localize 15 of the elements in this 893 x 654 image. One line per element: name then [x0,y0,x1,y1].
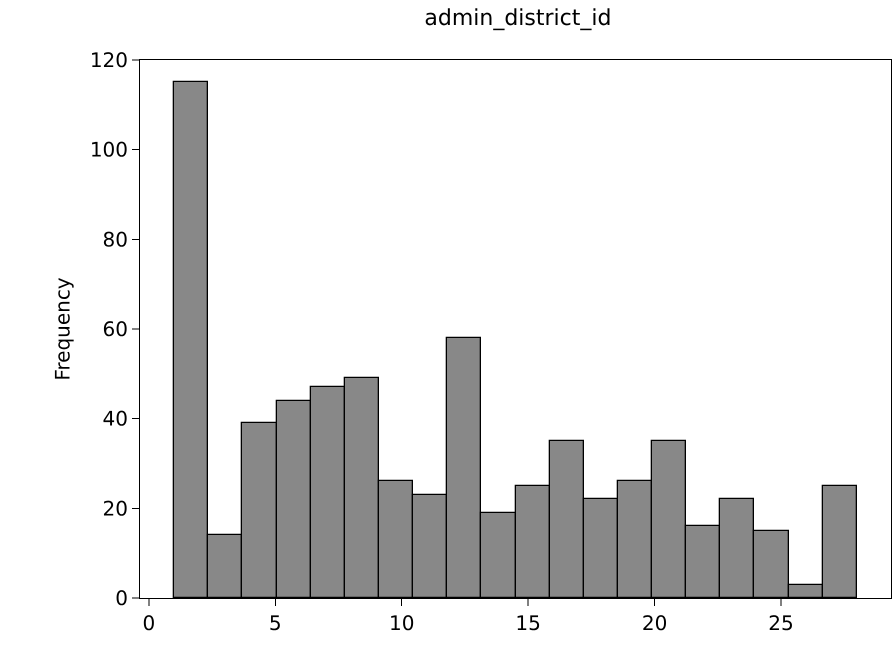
x-tick-label: 15 [515,611,541,635]
chart-title: admin_district_id [424,6,612,32]
y-tick-label: 40 [102,406,128,431]
x-tick-label: 10 [388,611,414,635]
y-tick-label: 0 [115,586,128,610]
y-tick-label: 120 [90,48,128,72]
x-tick-label: 5 [268,611,282,635]
y-tick-label: 60 [102,317,128,341]
x-tick-label: 25 [768,611,794,635]
y-tick-label: 100 [90,138,128,162]
y-tick-label: 80 [102,227,128,252]
y-axis-title: Frequency [50,277,74,381]
y-tick-label: 20 [102,496,128,520]
x-tick-label: 0 [142,611,156,635]
x-tick-label: 20 [642,611,668,635]
